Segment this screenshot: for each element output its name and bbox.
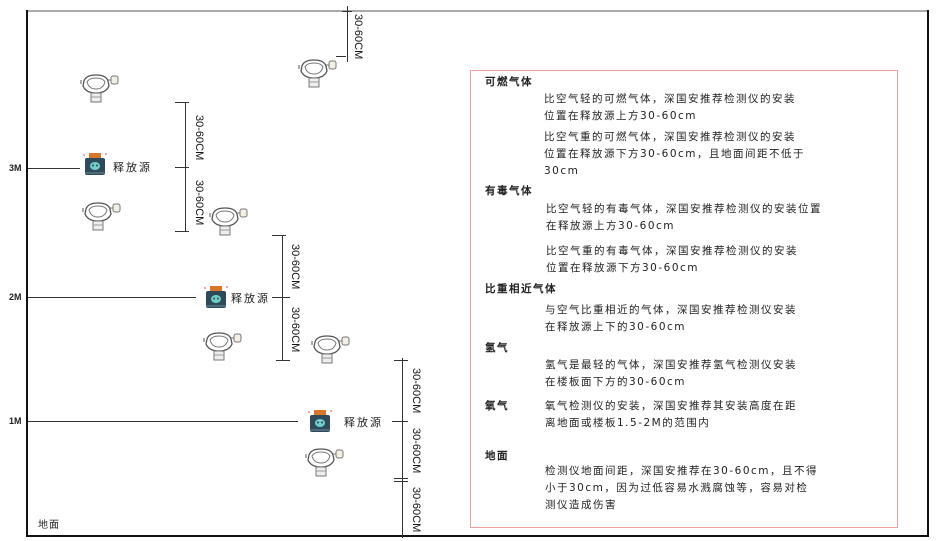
gas-detector-icon (201, 330, 243, 366)
text-line: 位置在释放源下方30-60cm (546, 262, 700, 274)
text-line: 测仪造成伤害 (545, 499, 617, 511)
release-source-icon (307, 408, 333, 438)
dimension-line (282, 235, 283, 361)
text-line: 30cm (544, 165, 580, 177)
dimension-label: 30-60CM (410, 368, 422, 414)
text-line: 氧气检测仪的安装，深国安推荐其安装高度在距 (545, 400, 797, 412)
text-line: 位置在释放源上方30-60cm (544, 110, 698, 122)
level-2m-line (28, 297, 196, 298)
dimension-tick (175, 167, 189, 168)
gas-detector-icon (78, 72, 120, 108)
dimension-label: 30-60CM (410, 487, 422, 533)
level-1m-label: 1M (9, 416, 22, 426)
text-line: 小于30cm，因为过低容易水溅腐蚀等，容易对检 (545, 482, 809, 494)
dimension-label: 30-60CM (352, 14, 364, 60)
recommendation-panel (470, 70, 898, 528)
ground-label: 地面 (38, 520, 60, 531)
dimension-tick (394, 360, 408, 361)
text-line: 检测仪地面间距，深国安推荐在30-60cm，且不得 (545, 465, 819, 477)
release-source-icon (82, 151, 108, 181)
section-title-similar-density: 比重相近气体 (485, 283, 557, 295)
section-title-oxygen: 氧气 (485, 400, 509, 412)
gas-detector-icon (207, 205, 249, 241)
dimension-line (347, 6, 348, 62)
dimension-line (402, 358, 403, 538)
text-line: 在释放源上方30-60cm (546, 220, 676, 232)
dimension-tick (342, 11, 352, 12)
dimension-tick (175, 231, 189, 232)
gas-detector-icon (309, 333, 351, 369)
right-wall (927, 10, 929, 537)
dimension-tick (276, 360, 290, 361)
release-source-label: 释放源 (231, 292, 270, 305)
text-line: 氢气是最轻的气体，深国安推荐氢气检测仪安装 (545, 359, 797, 371)
level-3m-line (28, 168, 80, 169)
dimension-label: 30-60CM (410, 428, 422, 474)
ceiling-line (27, 10, 929, 12)
section-title-ground: 地面 (485, 450, 509, 462)
level-3m-label: 3M (9, 163, 22, 173)
dimension-tick (276, 297, 290, 298)
dimension-tick (394, 421, 408, 422)
section-title-combustible: 可燃气体 (485, 76, 533, 88)
section-title-toxic: 有毒气体 (485, 185, 533, 197)
dimension-tick (394, 478, 408, 479)
gas-detector-icon (80, 200, 122, 236)
dimension-label: 30-60CM (193, 115, 205, 161)
left-wall (26, 10, 28, 537)
release-source-icon (203, 284, 229, 314)
section-title-hydrogen: 氢气 (485, 342, 509, 354)
text-line: 离地面或楼板1.5-2M的范围内 (545, 417, 711, 429)
text-line: 位置在释放源下方30-60cm，且地面间距不低于 (544, 148, 806, 160)
gas-detector-icon (296, 57, 338, 93)
level-1m-line (28, 421, 298, 422)
text-line: 比空气重的可燃气体，深国安推荐检测仪的安装 (544, 131, 796, 143)
release-source-label: 释放源 (344, 416, 383, 429)
dimension-tick (394, 481, 408, 482)
text-line: 在楼板面下方的30-60cm (545, 376, 687, 388)
dimension-tick (272, 235, 286, 236)
text-line: 在释放源上下的30-60cm (545, 321, 687, 333)
dimension-label: 30-60CM (289, 307, 301, 353)
dimension-tick (336, 56, 346, 57)
text-line: 比空气轻的可燃气体，深国安推荐检测仪的安装 (544, 93, 796, 105)
text-line: 比空气轻的有毒气体，深国安推荐检测仪的安装位置 (546, 203, 822, 215)
release-source-label: 释放源 (113, 161, 152, 174)
text-line: 比空气重的有毒气体，深国安推荐检测仪的安装 (546, 245, 798, 257)
level-2m-label: 2M (9, 292, 22, 302)
dimension-tick (175, 102, 189, 103)
dimension-label: 30-60CM (289, 244, 301, 290)
text-line: 与空气比重相近的气体，深国安推荐检测仪安装 (545, 304, 797, 316)
floor-line (26, 535, 929, 537)
gas-detector-icon (303, 446, 345, 482)
dimension-label: 30-60CM (193, 180, 205, 226)
